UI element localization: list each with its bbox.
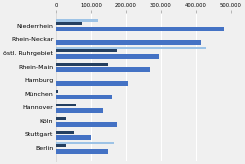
- Bar: [56, 122, 117, 127]
- Bar: [56, 22, 82, 25]
- Bar: [56, 90, 58, 93]
- Bar: [56, 149, 109, 154]
- Bar: [56, 47, 206, 49]
- Bar: [56, 131, 74, 134]
- Bar: [56, 135, 91, 140]
- Bar: [56, 144, 66, 147]
- Bar: [56, 108, 103, 113]
- Bar: [56, 54, 159, 59]
- Bar: [56, 67, 150, 72]
- Bar: [56, 142, 114, 144]
- Bar: [56, 104, 76, 106]
- Bar: [56, 95, 112, 99]
- Bar: [56, 40, 201, 45]
- Bar: [56, 81, 128, 86]
- Bar: [56, 27, 224, 31]
- Bar: [56, 63, 109, 66]
- Bar: [56, 19, 98, 22]
- Bar: [56, 117, 66, 120]
- Bar: [56, 49, 117, 52]
